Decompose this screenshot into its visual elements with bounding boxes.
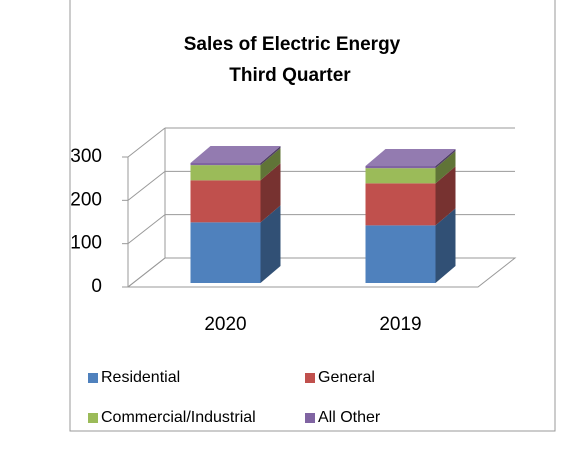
y-tick-label: 100: [70, 233, 102, 254]
bar-top: [190, 145, 281, 163]
chart-frame: [69, 0, 556, 432]
legend-label: Residential: [101, 369, 180, 386]
grid-line: [127, 214, 166, 245]
bar-top: [365, 149, 456, 166]
grid-line: [127, 170, 166, 201]
x-tick-label: 2020: [204, 314, 246, 335]
grid-line: [127, 127, 166, 158]
bar-front: [365, 183, 436, 226]
bar-front: [190, 180, 261, 223]
bar-side: [260, 148, 281, 181]
bar-front: [190, 162, 261, 166]
bar-front: [190, 165, 261, 181]
bar-side: [435, 166, 456, 226]
bar-front: [190, 222, 261, 283]
legend-label: Commercial/Industrial: [101, 409, 256, 426]
legend-swatch: [88, 373, 98, 383]
bar-side: [260, 163, 281, 223]
y-tick-label: 0: [91, 276, 102, 297]
bar-side: [435, 208, 456, 283]
legend-swatch: [305, 413, 315, 423]
bar-front: [365, 225, 436, 283]
grid-line: [127, 257, 166, 288]
x-tick-label: 2019: [379, 314, 421, 335]
bar-side: [435, 149, 456, 169]
chart-title: Sales of Electric Energy: [184, 34, 401, 55]
legend-swatch: [305, 373, 315, 383]
bar-side: [260, 145, 281, 166]
legend-label: General: [318, 369, 375, 386]
legend-label: All Other: [318, 409, 381, 426]
bar-front: [365, 166, 436, 169]
y-tick-label: 200: [70, 189, 102, 210]
bar-side: [260, 205, 281, 283]
bar-front: [365, 168, 436, 184]
bar-side: [435, 151, 456, 184]
y-tick-label: 300: [70, 146, 102, 167]
chart-subtitle: Third Quarter: [229, 65, 351, 86]
legend-swatch: [88, 413, 98, 423]
